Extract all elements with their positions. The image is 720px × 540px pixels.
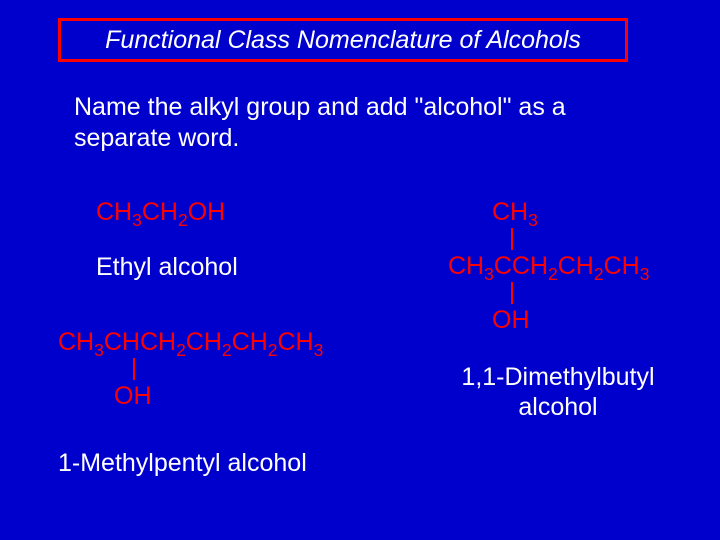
formula-segment: OH xyxy=(188,198,226,226)
formula-subscript: 3 xyxy=(94,340,104,360)
formula-subscript: 3 xyxy=(640,264,650,284)
label-line: 1,1-Dimethylbutyl xyxy=(448,362,668,392)
formula-segment: CH xyxy=(448,252,484,280)
formula-dimethylbutyl-top: CH3 xyxy=(492,200,538,225)
formula-segment: CH xyxy=(277,328,313,356)
formula-segment: CH xyxy=(58,328,94,356)
slide-title: Functional Class Nomenclature of Alcohol… xyxy=(105,26,581,55)
formula-segment: CH xyxy=(186,328,222,356)
label-line: alcohol xyxy=(448,392,668,422)
formula-methylpentyl-oh: OH xyxy=(114,384,152,409)
label-ethyl: Ethyl alcohol xyxy=(96,252,238,282)
formula-subscript: 3 xyxy=(132,210,142,230)
formula-subscript: 2 xyxy=(222,340,232,360)
formula-subscript: 2 xyxy=(178,210,188,230)
formula-subscript: 2 xyxy=(594,264,604,284)
formula-subscript: 3 xyxy=(314,340,324,360)
formula-segment: CH xyxy=(232,328,268,356)
formula-methylpentyl-chain: CH3CHCH2CH2CH2CH3 xyxy=(58,330,323,355)
formula-segment: CH xyxy=(558,252,594,280)
formula-segment: CHCH xyxy=(104,328,176,356)
formula-subscript: 3 xyxy=(528,210,538,230)
formula-subscript: 3 xyxy=(484,264,494,284)
formula-segment: CCH xyxy=(494,252,548,280)
instruction-text: Name the alkyl group and add "alcohol" a… xyxy=(74,92,654,155)
formula-segment: CH xyxy=(604,252,640,280)
formula-dimethylbutyl-oh: OH xyxy=(492,308,530,333)
formula-segment: CH xyxy=(142,198,178,226)
formula-dimethylbutyl-chain: CH3CCH2CH2CH3 xyxy=(448,254,649,279)
bond-line xyxy=(511,228,513,250)
label-methylpentyl: 1-Methylpentyl alcohol xyxy=(58,448,307,478)
title-box: Functional Class Nomenclature of Alcohol… xyxy=(58,18,628,62)
bond-line xyxy=(133,358,135,380)
formula-ethyl: CH3CH2OH xyxy=(96,200,225,225)
label-dimethylbutyl: 1,1-Dimethylbutyl alcohol xyxy=(448,362,668,422)
formula-subscript: 2 xyxy=(176,340,186,360)
formula-segment: CH xyxy=(492,198,528,226)
formula-segment: CH xyxy=(96,198,132,226)
formula-subscript: 2 xyxy=(548,264,558,284)
bond-line xyxy=(511,282,513,304)
